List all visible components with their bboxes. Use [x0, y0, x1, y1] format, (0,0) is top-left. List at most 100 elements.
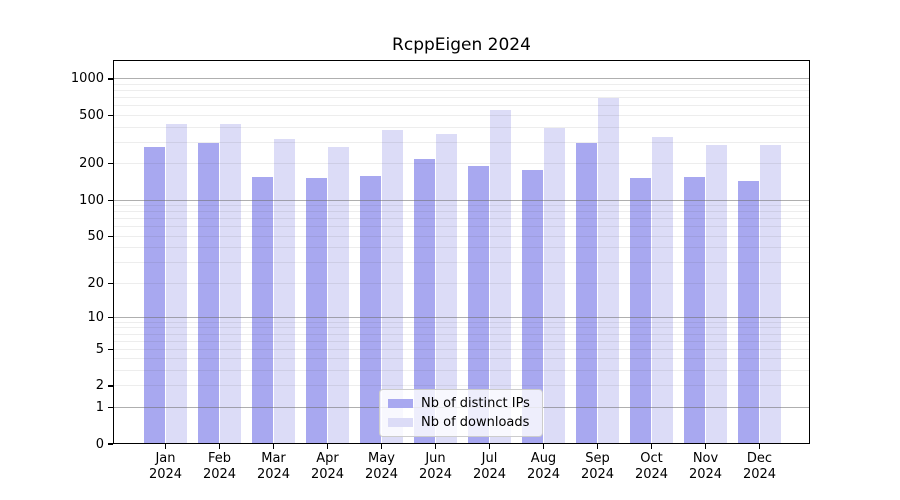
- gridline-20: [113, 282, 810, 284]
- gridline-30: [113, 262, 810, 264]
- gridline-9: [113, 321, 810, 323]
- gridline-4: [113, 358, 810, 360]
- gridline-900: [113, 84, 810, 86]
- gridline-500: [113, 115, 810, 117]
- gridline-100: [113, 199, 810, 201]
- y-tick-label-20: 20: [87, 275, 104, 291]
- y-tick-label-1: 1: [95, 399, 104, 415]
- gridline-7: [113, 333, 810, 335]
- bar-downloads-nov: [706, 144, 727, 444]
- bar-downloads-sep: [598, 98, 619, 444]
- x-tick-label-mar: Mar 2024: [256, 451, 291, 482]
- gridline-8: [113, 327, 810, 329]
- y-tick-mark-100: [108, 199, 113, 201]
- gridline-5: [113, 348, 810, 350]
- chart-title: RcppEigen 2024: [392, 35, 531, 55]
- y-tick-mark-20: [108, 282, 113, 284]
- gridline-700: [113, 97, 810, 99]
- x-tick-label-feb: Feb 2024: [202, 451, 237, 482]
- bar-downloads-aug: [544, 128, 565, 444]
- x-tick-mark-sep: [596, 444, 599, 449]
- gridline-200: [113, 163, 810, 165]
- x-tick-mark-jul: [488, 444, 491, 449]
- x-tick-label-jan: Jan 2024: [148, 451, 183, 482]
- y-tick-label-100: 100: [79, 192, 104, 208]
- bar-distinct-ips-may: [360, 175, 381, 444]
- gridline-3: [113, 370, 810, 372]
- gridline-10: [113, 316, 810, 318]
- x-tick-mark-oct: [650, 444, 653, 449]
- y-tick-label-500: 500: [79, 108, 104, 124]
- x-tick-label-sep: Sep 2024: [580, 451, 615, 482]
- y-tick-mark-2: [108, 385, 113, 387]
- bar-downloads-dec: [760, 144, 781, 444]
- y-tick-label-2: 2: [95, 378, 104, 394]
- gridline-800: [113, 90, 810, 92]
- gridline-600: [113, 105, 810, 107]
- bar-distinct-ips-apr: [306, 177, 327, 444]
- x-tick-mark-mar: [272, 444, 275, 449]
- x-tick-mark-jan: [164, 444, 167, 449]
- gridline-60: [113, 226, 810, 228]
- legend-swatch-downloads: [388, 418, 413, 427]
- y-tick-label-0: 0: [95, 436, 104, 452]
- x-tick-label-apr: Apr 2024: [310, 451, 345, 482]
- gridline-90: [113, 205, 810, 207]
- y-tick-mark-50: [108, 235, 113, 237]
- bar-distinct-ips-nov: [684, 176, 705, 444]
- bar-distinct-ips-aug: [522, 169, 543, 444]
- bar-downloads-oct: [652, 137, 673, 444]
- x-tick-mark-dec: [758, 444, 761, 449]
- legend: Nb of distinct IPs Nb of downloads: [379, 389, 543, 437]
- bar-distinct-ips-jan: [144, 147, 165, 444]
- y-tick-mark-0: [108, 443, 113, 445]
- gridline-300: [113, 141, 810, 143]
- y-tick-mark-1000: [108, 78, 113, 80]
- y-tick-mark-1: [108, 406, 113, 408]
- bar-downloads-apr: [328, 146, 349, 444]
- bar-distinct-ips-jun: [414, 159, 435, 444]
- bar-downloads-may: [382, 130, 403, 444]
- y-tick-label-200: 200: [79, 156, 104, 172]
- x-tick-mark-nov: [704, 444, 707, 449]
- bar-downloads-jun: [436, 133, 457, 444]
- y-tick-label-10: 10: [87, 309, 104, 325]
- legend-item-downloads: Nb of downloads: [388, 415, 534, 430]
- x-tick-label-oct: Oct 2024: [634, 451, 669, 482]
- bar-downloads-jul: [490, 109, 511, 444]
- legend-label-distinct-ips: Nb of distinct IPs: [421, 396, 530, 411]
- y-tick-label-50: 50: [87, 228, 104, 244]
- x-tick-mark-jun: [434, 444, 437, 449]
- x-tick-label-aug: Aug 2024: [526, 451, 561, 482]
- legend-item-distinct-ips: Nb of distinct IPs: [388, 396, 534, 411]
- gridline-80: [113, 211, 810, 213]
- gridline-40: [113, 247, 810, 249]
- legend-swatch-distinct-ips: [388, 399, 413, 408]
- x-tick-label-dec: Dec 2024: [742, 451, 777, 482]
- x-tick-mark-apr: [326, 444, 329, 449]
- bar-distinct-ips-dec: [738, 180, 759, 444]
- x-tick-mark-may: [380, 444, 383, 449]
- bar-distinct-ips-jul: [468, 165, 489, 444]
- y-tick-mark-500: [108, 114, 113, 117]
- gridline-400: [113, 126, 810, 128]
- gridline-70: [113, 218, 810, 220]
- legend-label-downloads: Nb of downloads: [421, 415, 530, 430]
- gridline-6: [113, 340, 810, 342]
- gridline-50: [113, 235, 810, 237]
- y-tick-label-5: 5: [95, 341, 104, 357]
- bar-downloads-mar: [274, 139, 295, 444]
- bar-distinct-ips-oct: [630, 177, 651, 444]
- y-tick-label-1000: 1000: [70, 71, 104, 87]
- bar-distinct-ips-feb: [198, 143, 219, 444]
- bar-downloads-feb: [220, 124, 241, 444]
- y-tick-mark-10: [108, 316, 113, 318]
- x-tick-label-jul: Jul 2024: [472, 451, 507, 482]
- plot-area: [113, 60, 810, 444]
- bar-distinct-ips-sep: [576, 143, 597, 444]
- y-tick-mark-5: [108, 348, 113, 350]
- bar-downloads-jan: [166, 124, 187, 444]
- x-tick-label-may: May 2024: [364, 451, 399, 482]
- x-tick-mark-aug: [542, 444, 545, 449]
